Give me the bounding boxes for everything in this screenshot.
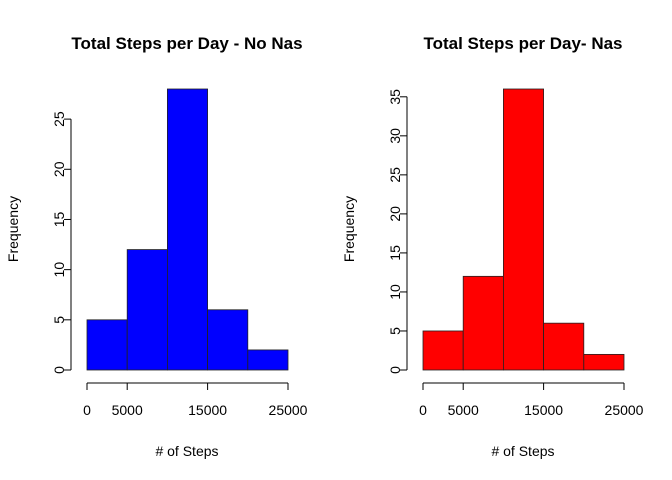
y-tick-label: 5 xyxy=(387,327,403,335)
bar-3 xyxy=(207,309,249,371)
y-axis: 0 5 10 15 20 25 xyxy=(51,111,72,374)
x-axis-label: # of Steps xyxy=(155,443,218,459)
bars xyxy=(422,88,625,371)
bar-0 xyxy=(422,330,464,371)
x-axis: 0 5000 15000 25000 xyxy=(419,382,644,418)
bar-4 xyxy=(583,353,625,371)
x-tick-label: 25000 xyxy=(605,402,644,418)
chart-title: Total Steps per Day- Nas xyxy=(423,34,622,53)
y-tick-label: 35 xyxy=(387,89,403,105)
x-tick-label: 15000 xyxy=(188,402,227,418)
x-tick-label: 15000 xyxy=(524,402,563,418)
x-tick-label: 5000 xyxy=(448,402,479,418)
x-tick-label: 25000 xyxy=(269,402,308,418)
y-tick-label: 10 xyxy=(387,284,403,300)
bar-2 xyxy=(166,88,208,371)
y-tick-label: 30 xyxy=(387,128,403,144)
bar-2 xyxy=(502,88,544,371)
y-axis-label: Frequency xyxy=(5,196,21,262)
x-tick-label: 5000 xyxy=(112,402,143,418)
y-axis-label: Frequency xyxy=(341,196,357,262)
bar-1 xyxy=(126,249,168,371)
y-tick-label: 10 xyxy=(51,262,67,278)
y-tick-label: 0 xyxy=(51,366,67,374)
bars xyxy=(86,88,289,371)
bar-3 xyxy=(543,322,585,371)
y-tick-label: 15 xyxy=(51,211,67,227)
x-axis: 0 5000 15000 25000 xyxy=(83,382,308,418)
chart-title: Total Steps per Day - No Nas xyxy=(71,34,302,53)
histogram-nas: Total Steps per Day- Nas # of Steps Freq… xyxy=(341,34,644,459)
y-tick-label: 20 xyxy=(51,161,67,177)
x-tick-label: 0 xyxy=(419,402,427,418)
x-tick-label: 0 xyxy=(83,402,91,418)
y-tick-label: 5 xyxy=(51,316,67,324)
bar-4 xyxy=(247,349,289,371)
y-tick-label: 0 xyxy=(387,366,403,374)
x-axis-label: # of Steps xyxy=(491,443,554,459)
y-tick-label: 25 xyxy=(387,167,403,183)
histogram-no-nas: Total Steps per Day - No Nas # of Steps … xyxy=(5,34,308,459)
y-tick-label: 15 xyxy=(387,245,403,261)
bar-0 xyxy=(86,319,128,371)
bar-1 xyxy=(462,275,504,371)
y-tick-label: 25 xyxy=(51,111,67,127)
y-tick-label: 20 xyxy=(387,206,403,222)
y-axis: 0 5 10 15 20 25 30 35 xyxy=(387,89,408,374)
